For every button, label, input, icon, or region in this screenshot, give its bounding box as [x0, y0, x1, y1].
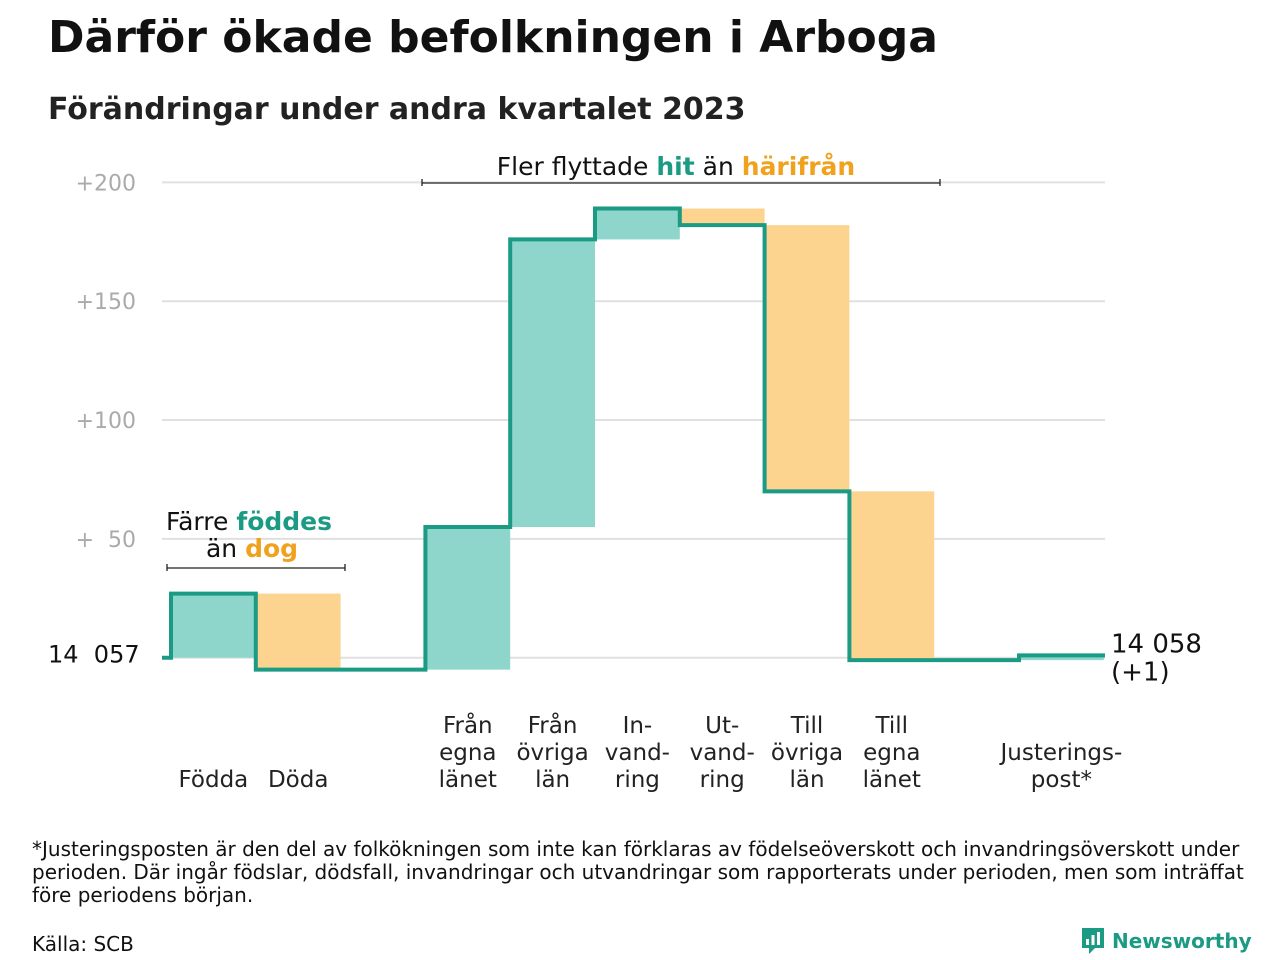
- migration-annotation: Fler flyttade hit än härifrån: [497, 152, 855, 181]
- births-annotation-line2: än dog: [206, 534, 298, 563]
- waterfall-chart: +200 +150 +100 + 50 Födda Döda Från egna länet Fr…: [48, 152, 1202, 793]
- end-value-label: 14 058 (+1): [1111, 629, 1202, 687]
- newsworthy-logo: Newsworthy: [1080, 926, 1252, 956]
- source-label: Källa: SCB: [32, 932, 134, 956]
- x-category-label: Döda: [268, 767, 328, 793]
- waterfall-bar: [1019, 655, 1104, 661]
- waterfall-bar: [764, 225, 850, 492]
- waterfall-bar: [679, 208, 765, 226]
- x-category-label: Från egna länet: [439, 711, 497, 793]
- start-value-label: 14 057: [48, 641, 140, 669]
- births-annotation-line1: Färre föddes: [166, 507, 332, 536]
- waterfall-bar: [510, 239, 595, 528]
- brand-name: Newsworthy: [1112, 929, 1252, 953]
- x-category-label: Justerings-post*: [998, 740, 1122, 793]
- waterfall-bar: [595, 208, 680, 240]
- x-category-label: In-vand-ring: [605, 713, 670, 793]
- waterfall-bar: [425, 527, 511, 670]
- newsworthy-icon: [1082, 928, 1104, 954]
- migration-bracket: [421, 179, 941, 186]
- waterfall-bar: [171, 593, 256, 658]
- x-category-label: Födda: [179, 767, 249, 793]
- x-category-label: Till övriga län: [771, 713, 843, 793]
- waterfall-bar: [255, 593, 341, 670]
- chart-subtitle: Förändringar under andra kvartalet 2023: [48, 92, 746, 127]
- x-category-label: Från övriga län: [516, 711, 588, 793]
- y-tick-label: +150: [76, 290, 136, 315]
- births-bracket: [166, 564, 346, 571]
- cumulative-step-line: [162, 206, 1105, 672]
- y-tick-label: +200: [76, 171, 136, 196]
- chart-title: Därför ökade befolkningen i Arboga: [48, 12, 938, 63]
- y-tick-label: +100: [76, 409, 136, 434]
- x-category-label: Ut-vand-ring: [690, 713, 755, 793]
- y-tick-label: + 50: [76, 528, 136, 553]
- footnote: *Justeringsposten är den del av folkökni…: [32, 837, 1244, 907]
- x-category-label: Till egna länet: [863, 713, 921, 793]
- waterfall-bar: [849, 491, 935, 661]
